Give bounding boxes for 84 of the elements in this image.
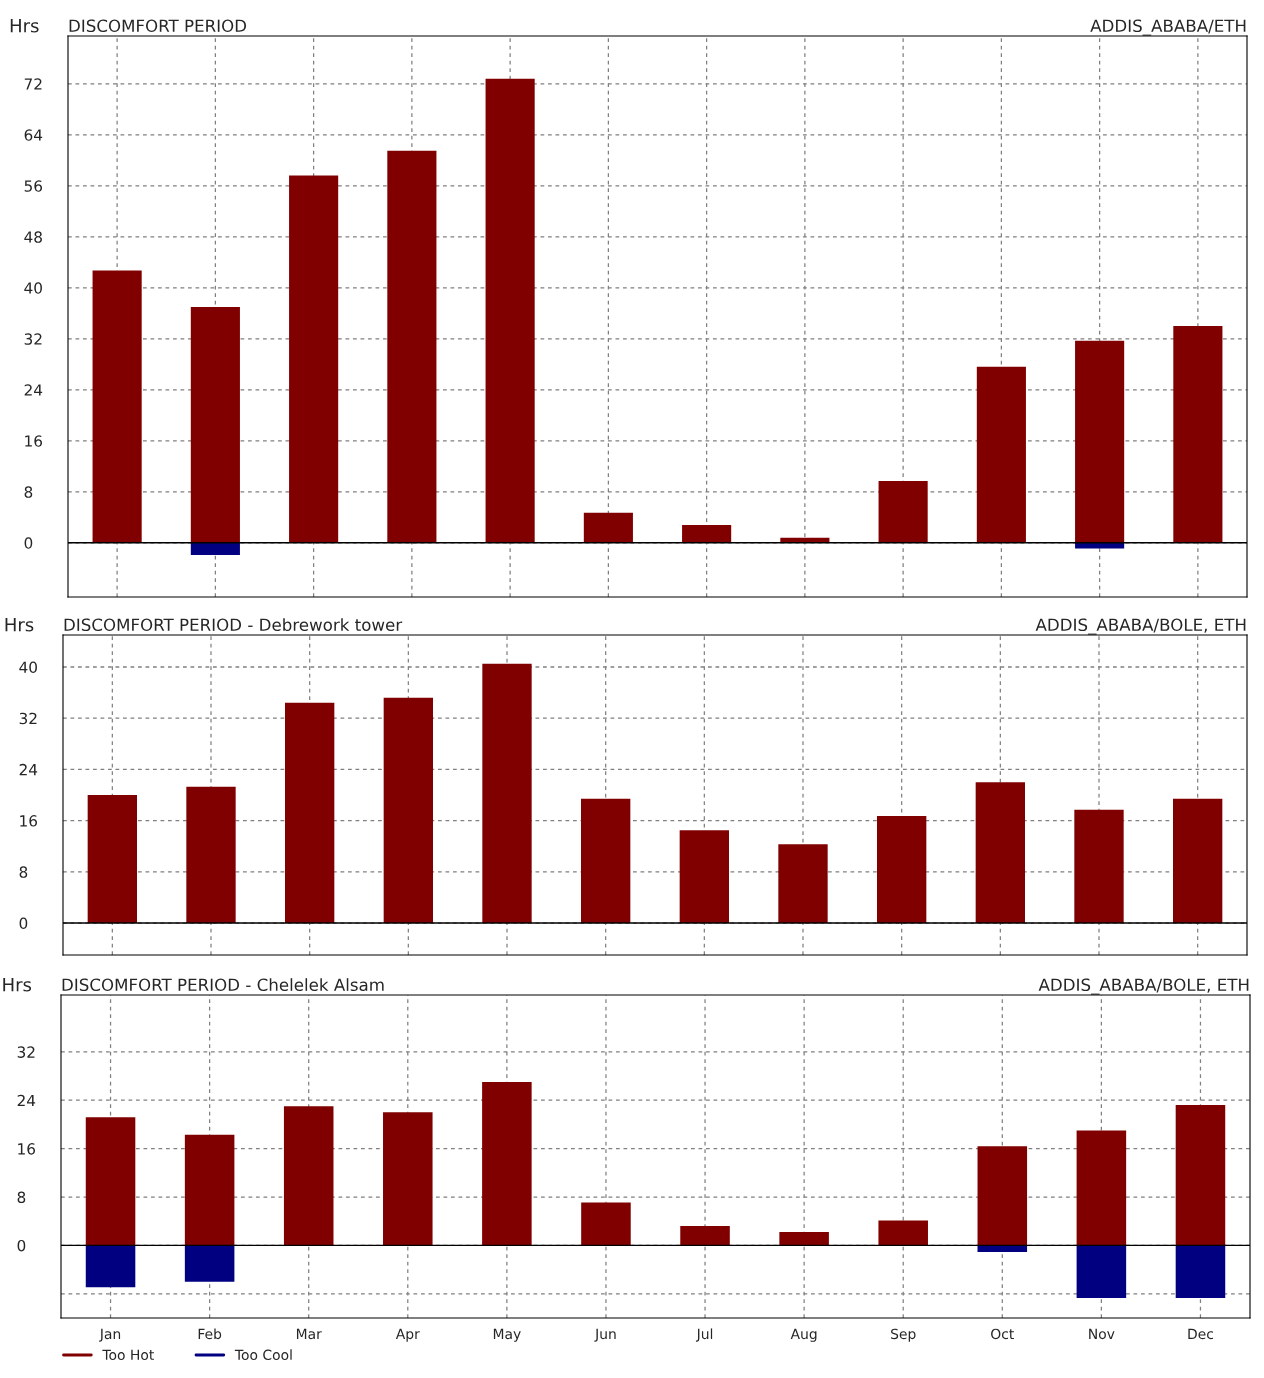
y-axis-title: Hrs [10, 19, 39, 33]
y-tick-label: 0 [19, 917, 28, 930]
bar [285, 702, 335, 923]
y-tick-label: 72 [24, 78, 42, 90]
y-tick-label: 16 [18, 1143, 36, 1155]
y-tick-label: 8 [17, 1191, 26, 1204]
bar [779, 1232, 829, 1246]
y-tick-label: 16 [25, 435, 43, 447]
bar [289, 175, 339, 543]
bar [190, 542, 240, 555]
legend-label: Too Cool [234, 1349, 292, 1361]
bar [679, 830, 729, 923]
x-tick-label: Oct [991, 1328, 1014, 1340]
bar [485, 78, 535, 543]
bar [976, 366, 1026, 543]
bar [581, 1202, 631, 1246]
x-tick-label: Mar [296, 1328, 322, 1340]
x-tick-label: Aug [790, 1328, 817, 1342]
y-tick-label: 32 [24, 333, 42, 345]
y-tick-label: 8 [19, 866, 28, 878]
bar [383, 1112, 433, 1246]
x-tick-label: May [493, 1328, 521, 1342]
chart-subtitle: ADDIS_ABABA/BOLE, ETH [1038, 978, 1249, 995]
bar [387, 150, 437, 543]
bar [878, 480, 928, 543]
bar [975, 782, 1025, 923]
bar [1076, 1245, 1127, 1299]
bar [581, 798, 631, 923]
y-tick-label: 24 [17, 1094, 36, 1107]
bar [190, 306, 240, 543]
x-tick-label: Sep [891, 1328, 916, 1342]
bar [85, 1245, 136, 1288]
y-tick-label: 32 [17, 1046, 35, 1058]
bar [1173, 326, 1223, 543]
y-tick-label: 56 [24, 180, 43, 192]
bar [92, 270, 142, 543]
x-tick-label: Apr [395, 1328, 420, 1342]
x-tick-label: Jul [695, 1328, 713, 1342]
x-tick-label: Jun [594, 1328, 616, 1342]
bar [877, 816, 927, 923]
bar [85, 1117, 136, 1246]
bar [680, 1226, 730, 1246]
chart-title: DISCOMFORT PERIOD [69, 19, 247, 33]
y-tick-label: 8 [24, 486, 33, 498]
chart-title: DISCOMFORT PERIOD - Debrework tower [64, 618, 403, 632]
x-tick-label: Jan [99, 1328, 121, 1342]
bar [1173, 798, 1223, 923]
y-tick-label: 48 [24, 231, 42, 243]
bar [184, 1134, 235, 1246]
bar [1175, 1105, 1226, 1246]
chart-title: DISCOMFORT PERIOD - Chelelek Alsam [62, 978, 384, 992]
bar [878, 1220, 928, 1246]
bar [184, 1245, 235, 1282]
y-tick-label: 24 [24, 384, 43, 396]
bar [682, 524, 732, 543]
bar [482, 1082, 532, 1246]
y-axis-title: Hrs [3, 978, 32, 992]
y-tick-label: 64 [24, 129, 43, 141]
x-tick-label: Dec [1188, 1328, 1214, 1340]
bar [186, 786, 236, 923]
y-tick-label: 0 [24, 537, 33, 549]
y-axis-title: Hrs [5, 618, 34, 632]
bar [283, 1106, 334, 1246]
y-tick-label: 40 [19, 661, 37, 674]
y-tick-label: 40 [24, 282, 42, 294]
y-tick-label: 32 [19, 712, 37, 725]
chart-subtitle: ADDIS_ABABA/BOLE, ETH [1035, 618, 1246, 635]
legend-label: Too Hot [102, 1349, 154, 1361]
bar [1175, 1245, 1226, 1299]
y-tick-label: 24 [19, 763, 38, 776]
x-tick-label: Nov [1089, 1328, 1115, 1340]
x-tick-label: Feb [198, 1328, 222, 1340]
bar [977, 1146, 1028, 1246]
y-tick-label: 16 [20, 815, 38, 827]
bar [583, 512, 633, 543]
bar [1074, 809, 1124, 923]
bar [1076, 1130, 1127, 1246]
bar [778, 844, 828, 923]
bar [482, 663, 532, 923]
bar [383, 697, 433, 923]
chart-subtitle: ADDIS_ABABA/ETH [1090, 19, 1246, 36]
bar [1075, 340, 1125, 543]
y-tick-label: 0 [17, 1239, 26, 1252]
bar [87, 795, 137, 923]
